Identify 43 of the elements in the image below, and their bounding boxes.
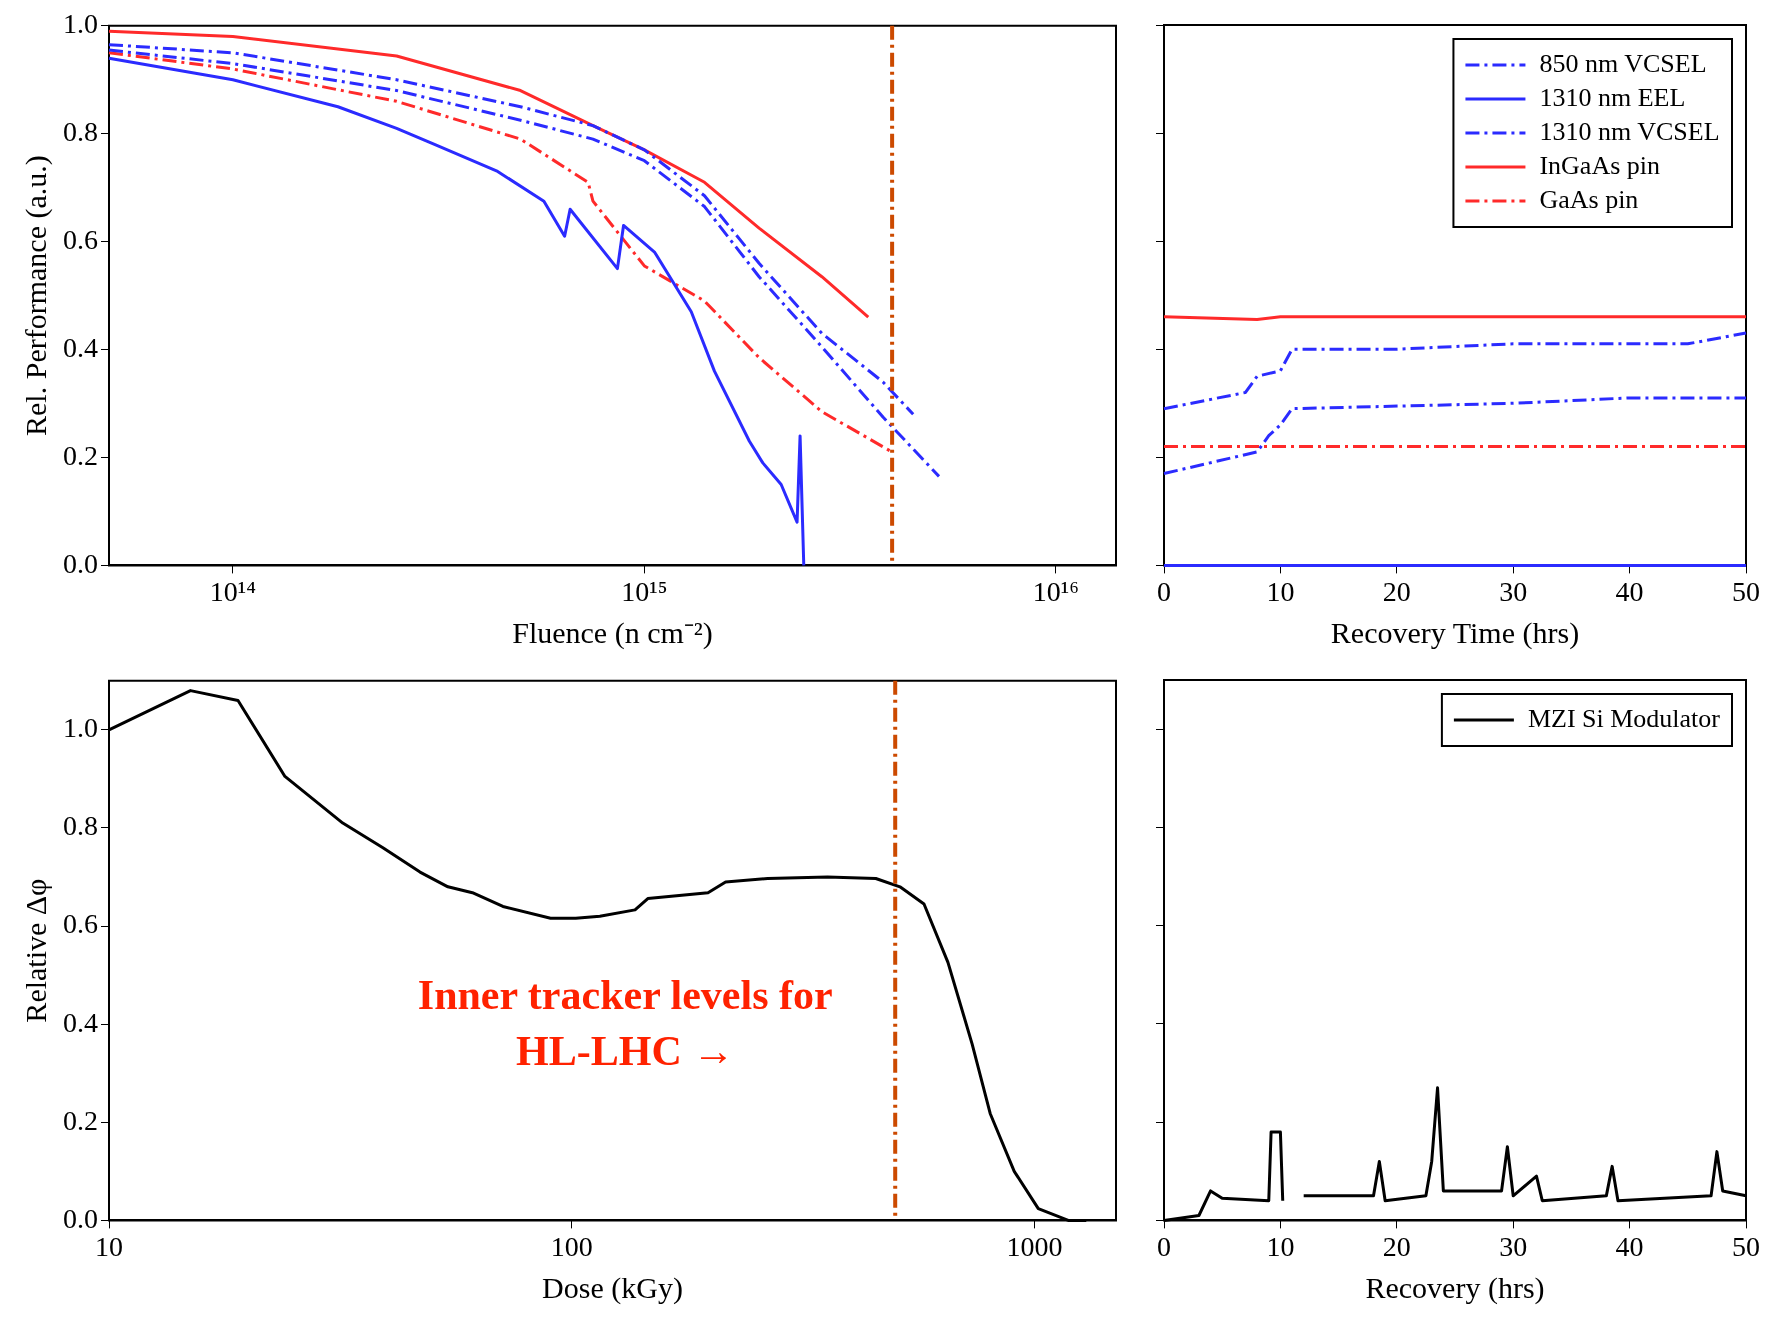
- legend-label: 1310 nm VCSEL: [1539, 116, 1720, 146]
- legend-label: MZI Si Modulator: [1527, 703, 1721, 733]
- y-axis-title: Rel. Performance (a.u.): [18, 155, 53, 436]
- x-axis-title: Recovery Time (hrs): [1330, 615, 1580, 650]
- x-tick-label: 20: [1382, 1230, 1411, 1262]
- x-axis-title: Fluence (n cm⁻²): [512, 615, 713, 650]
- y-tick-label: 0.4: [63, 1006, 98, 1038]
- y-tick-label: 0.8: [63, 116, 98, 148]
- x-tick-label: 1000: [1006, 1230, 1063, 1262]
- legend-label: InGaAs pin: [1539, 150, 1661, 180]
- y-tick-label: 0.0: [63, 1202, 98, 1234]
- x-tick-label: 50: [1732, 1230, 1760, 1262]
- ref-line-label: Inner tracker levels for HL-LHC →: [417, 971, 833, 1074]
- x-tick-label: 10¹⁵: [621, 575, 668, 607]
- y-tick-label: 0.4: [63, 331, 98, 363]
- x-tick-label: 20: [1382, 575, 1411, 607]
- y-tick-label: 0.2: [63, 1104, 98, 1136]
- y-tick-label: 1.0: [63, 8, 98, 40]
- x-tick-label: 10¹⁴: [209, 575, 256, 607]
- legend-label: 850 nm VCSEL: [1539, 48, 1707, 78]
- x-axis-title: Recovery (hrs): [1365, 1270, 1545, 1305]
- y-tick-label: 0.6: [63, 224, 98, 255]
- x-tick-label: 10: [1266, 1230, 1295, 1262]
- y-tick-label: 1.0: [63, 712, 98, 744]
- x-tick-label: 30: [1499, 575, 1528, 607]
- x-tick-label: 40: [1615, 1230, 1644, 1262]
- x-tick-label: 50: [1732, 575, 1760, 607]
- y-tick-label: 0.6: [63, 908, 98, 940]
- x-tick-label: 10: [1266, 575, 1295, 607]
- x-tick-label: 100: [550, 1230, 593, 1262]
- y-axis-title: Relative Δφ: [18, 878, 52, 1023]
- x-tick-label: 0: [1157, 575, 1171, 607]
- x-axis-title: Dose (kGy): [542, 1270, 683, 1305]
- y-tick-label: 0.2: [63, 439, 98, 471]
- y-tick-label: 0.8: [63, 810, 98, 842]
- x-tick-label: 30: [1499, 1230, 1528, 1262]
- y-tick-label: 0.0: [63, 547, 98, 579]
- x-tick-label: 0: [1157, 1230, 1171, 1262]
- x-tick-label: 40: [1615, 575, 1644, 607]
- x-tick-label: 10¹⁶: [1032, 575, 1079, 607]
- legend-label: 1310 nm EEL: [1539, 82, 1686, 112]
- x-tick-label: 10: [95, 1230, 123, 1262]
- legend-label: GaAs pin: [1539, 184, 1639, 214]
